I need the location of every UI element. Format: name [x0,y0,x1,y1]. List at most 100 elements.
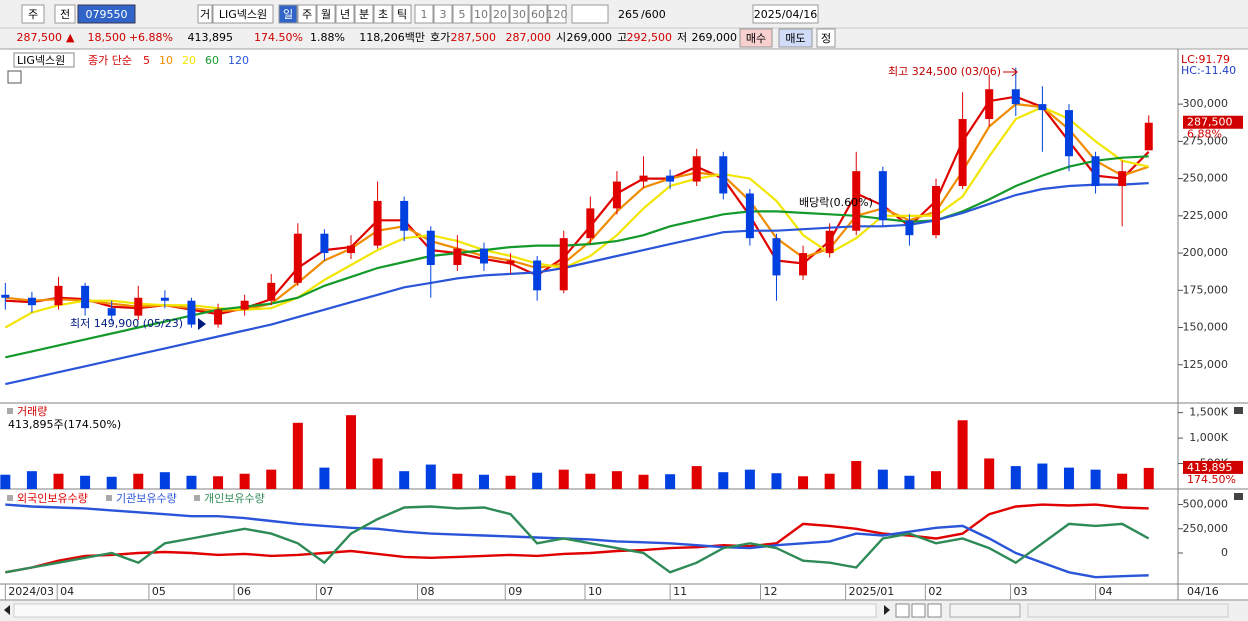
y-tick-label: 1,500K [1189,406,1228,419]
volume-bar [931,471,942,489]
buy-button[interactable] [739,28,773,48]
pane-subtitle: 413,895주(174.50%) [8,418,121,431]
series-line [5,102,1150,313]
button-label: 월 [321,8,331,21]
button[interactable] [77,4,136,24]
button[interactable] [433,4,453,24]
x-tick-label: 06 [237,585,251,598]
candle-body [1091,156,1100,187]
candle-body [479,248,488,264]
scroll-track[interactable] [13,603,877,618]
legend-entry: 개인보유수량 [204,492,265,505]
series-line [5,505,1150,574]
button[interactable] [297,4,317,24]
y-tick-label: 200,000 [1183,246,1229,259]
button[interactable] [490,4,510,24]
button[interactable] [335,4,355,24]
button[interactable] [752,4,819,24]
button[interactable] [54,4,76,24]
table-icon[interactable] [7,70,22,84]
chart-title: LIG넥스원 [17,54,65,67]
last-rate: 174.50% [1187,473,1236,486]
button[interactable] [471,4,491,24]
volume-bar [186,475,197,489]
button[interactable] [528,4,548,24]
button-label: 주 [302,8,312,21]
tool-icons[interactable] [1027,603,1229,618]
volume-bar [532,472,543,489]
nav-btn[interactable] [927,603,942,618]
series-line [5,155,1149,359]
candle-body [586,208,595,239]
legend-marker [106,495,112,501]
button[interactable] [414,4,434,24]
candle-body [932,186,941,236]
last-rate: 6.88% [1187,128,1222,141]
button[interactable] [354,4,374,24]
y-tick-label: 125,000 [1183,358,1229,371]
volume-bar [1090,469,1101,489]
legend-entry: 5 [143,54,150,67]
button[interactable] [278,4,298,24]
volume-bar [691,466,702,489]
candle-body [1038,104,1047,111]
button[interactable] [509,4,529,24]
y-tick-label: 150,000 [1183,321,1229,334]
candle-body [1144,122,1153,151]
annotation-arrow [198,318,206,330]
legend-marker [194,495,200,501]
scroll-right[interactable] [884,605,890,615]
button[interactable] [212,4,274,24]
nav-btn[interactable] [895,603,910,618]
candle-body [134,297,143,316]
x-tick-label: 2024/03 [8,585,54,598]
nav-btn[interactable] [911,603,926,618]
quote-ask-label: 호가 [430,31,450,44]
series-line [4,105,1149,329]
annotation-arrow [1003,67,1018,77]
legend-entry: 60 [205,54,219,67]
button[interactable] [816,28,836,48]
sell-button[interactable] [778,28,813,48]
button-label: 3 [440,8,447,21]
button-label: 전 [60,8,70,21]
button[interactable] [316,4,336,24]
candle-body [453,248,462,265]
volume-bar [558,469,569,489]
button[interactable] [547,4,567,24]
candle-body [293,233,302,283]
candle-body [533,260,542,291]
volume-bar [718,472,729,489]
candle-body [1064,110,1073,157]
quote-arrow: ▲ [66,31,75,44]
annotation: 배당락(0.60%) [799,196,873,209]
button-label: 30 [512,8,526,21]
button[interactable] [452,4,472,24]
scroll-left[interactable] [4,605,10,615]
button[interactable] [373,4,393,24]
legend-entry: 외국인보유수량 [17,492,88,505]
y-tick-label: 0 [1221,546,1228,559]
volume-bar [53,473,64,489]
button[interactable] [197,4,213,24]
volume-bar [1037,463,1048,489]
x-tick-label: 08 [420,585,434,598]
candle-body [719,156,728,194]
x-tick-label: 02 [928,585,942,598]
candle-body [347,245,356,254]
pane-close[interactable] [1234,493,1243,500]
volume-bar [638,474,649,489]
button[interactable] [21,4,45,24]
candle-body [267,282,276,301]
candle-body [81,285,90,309]
button[interactable] [392,4,412,24]
y-tick-label: 250,000 [1183,172,1229,185]
x-tick-label: 07 [319,585,333,598]
dropdown[interactable] [571,4,609,24]
quote-low: 269,000 [692,31,738,44]
pane-close[interactable] [1234,407,1243,414]
series-line [5,503,1149,579]
quote-high: 292,500 [627,31,673,44]
zoom-slider[interactable] [949,603,1021,618]
